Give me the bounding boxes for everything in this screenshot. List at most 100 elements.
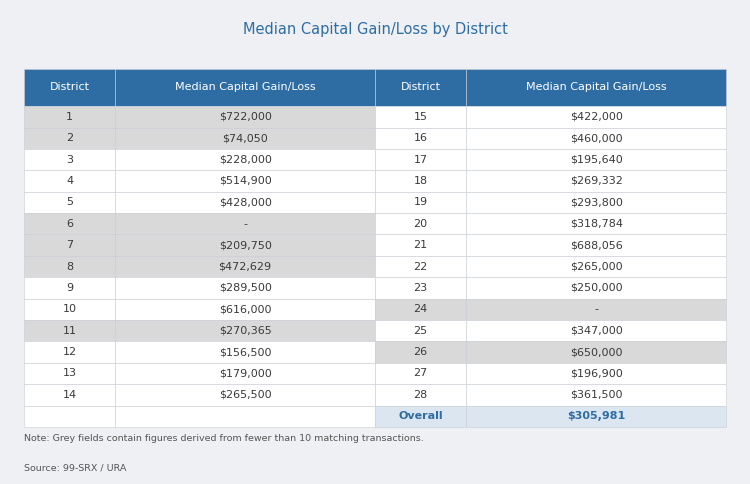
- Text: $347,000: $347,000: [570, 326, 622, 336]
- Text: $195,640: $195,640: [570, 154, 622, 165]
- Bar: [24, 384, 116, 406]
- Bar: [24, 170, 116, 192]
- Bar: [24, 299, 116, 320]
- Text: $650,000: $650,000: [570, 347, 622, 357]
- Bar: [116, 149, 375, 170]
- Bar: [466, 256, 726, 277]
- Text: $293,800: $293,800: [570, 197, 622, 207]
- Bar: [375, 127, 466, 149]
- Bar: [466, 363, 726, 384]
- Text: -: -: [243, 219, 248, 229]
- Text: District: District: [400, 82, 441, 92]
- Bar: [24, 256, 116, 277]
- Text: District: District: [50, 82, 90, 92]
- Text: $196,900: $196,900: [570, 368, 622, 378]
- Text: $472,629: $472,629: [218, 261, 272, 272]
- Text: $265,500: $265,500: [219, 390, 272, 400]
- Bar: [116, 341, 375, 363]
- Bar: [375, 256, 466, 277]
- Bar: [24, 213, 116, 234]
- Text: Median Capital Gain/Loss: Median Capital Gain/Loss: [175, 82, 316, 92]
- Bar: [375, 406, 466, 427]
- Text: $688,056: $688,056: [570, 240, 622, 250]
- Bar: [116, 384, 375, 406]
- Bar: [116, 256, 375, 277]
- Text: $250,000: $250,000: [570, 283, 622, 293]
- Text: $616,000: $616,000: [219, 304, 272, 314]
- Text: 3: 3: [66, 154, 74, 165]
- Bar: [375, 277, 466, 299]
- Bar: [24, 406, 116, 427]
- Text: 13: 13: [63, 368, 76, 378]
- Text: $305,981: $305,981: [567, 411, 626, 421]
- Bar: [375, 149, 466, 170]
- Bar: [466, 213, 726, 234]
- Bar: [466, 234, 726, 256]
- Bar: [116, 363, 375, 384]
- Text: 15: 15: [414, 112, 428, 122]
- Text: $209,750: $209,750: [219, 240, 272, 250]
- Bar: [116, 170, 375, 192]
- Bar: [24, 69, 116, 106]
- Bar: [375, 299, 466, 320]
- Bar: [466, 320, 726, 341]
- Text: 5: 5: [66, 197, 74, 207]
- Text: 12: 12: [62, 347, 76, 357]
- Bar: [375, 170, 466, 192]
- Bar: [375, 192, 466, 213]
- Bar: [375, 106, 466, 127]
- Bar: [375, 234, 466, 256]
- Text: $722,000: $722,000: [219, 112, 272, 122]
- Bar: [466, 170, 726, 192]
- Text: $265,000: $265,000: [570, 261, 622, 272]
- Bar: [466, 341, 726, 363]
- Bar: [375, 384, 466, 406]
- Text: Median Capital Gain/Loss: Median Capital Gain/Loss: [526, 82, 667, 92]
- Bar: [116, 277, 375, 299]
- Text: $228,000: $228,000: [219, 154, 272, 165]
- Text: 17: 17: [413, 154, 428, 165]
- Bar: [24, 320, 116, 341]
- Bar: [466, 69, 726, 106]
- Text: 4: 4: [66, 176, 74, 186]
- Text: 22: 22: [413, 261, 428, 272]
- Bar: [375, 363, 466, 384]
- Bar: [375, 213, 466, 234]
- Text: 6: 6: [66, 219, 74, 229]
- Text: $270,365: $270,365: [219, 326, 272, 336]
- Text: $179,000: $179,000: [219, 368, 272, 378]
- Bar: [466, 299, 726, 320]
- Text: 1: 1: [66, 112, 74, 122]
- Bar: [116, 127, 375, 149]
- Text: 8: 8: [66, 261, 74, 272]
- Text: Note: Grey fields contain figures derived from fewer than 10 matching transactio: Note: Grey fields contain figures derive…: [24, 434, 424, 443]
- Bar: [116, 213, 375, 234]
- Bar: [24, 127, 116, 149]
- Bar: [375, 320, 466, 341]
- Bar: [24, 277, 116, 299]
- Text: $289,500: $289,500: [219, 283, 272, 293]
- Text: $422,000: $422,000: [570, 112, 622, 122]
- Text: 21: 21: [413, 240, 428, 250]
- Bar: [116, 234, 375, 256]
- Text: 24: 24: [413, 304, 428, 314]
- Bar: [116, 406, 375, 427]
- Text: 9: 9: [66, 283, 74, 293]
- Text: $514,900: $514,900: [219, 176, 272, 186]
- Bar: [24, 341, 116, 363]
- Text: $318,784: $318,784: [570, 219, 622, 229]
- Text: 14: 14: [62, 390, 76, 400]
- Bar: [116, 69, 375, 106]
- Bar: [375, 341, 466, 363]
- Text: 27: 27: [413, 368, 428, 378]
- Bar: [466, 127, 726, 149]
- Text: 28: 28: [413, 390, 428, 400]
- Text: $74,050: $74,050: [222, 133, 268, 143]
- Bar: [466, 149, 726, 170]
- Bar: [24, 106, 116, 127]
- Text: Overall: Overall: [398, 411, 443, 421]
- Text: $361,500: $361,500: [570, 390, 622, 400]
- Text: $460,000: $460,000: [570, 133, 622, 143]
- Text: $428,000: $428,000: [219, 197, 272, 207]
- Text: 7: 7: [66, 240, 74, 250]
